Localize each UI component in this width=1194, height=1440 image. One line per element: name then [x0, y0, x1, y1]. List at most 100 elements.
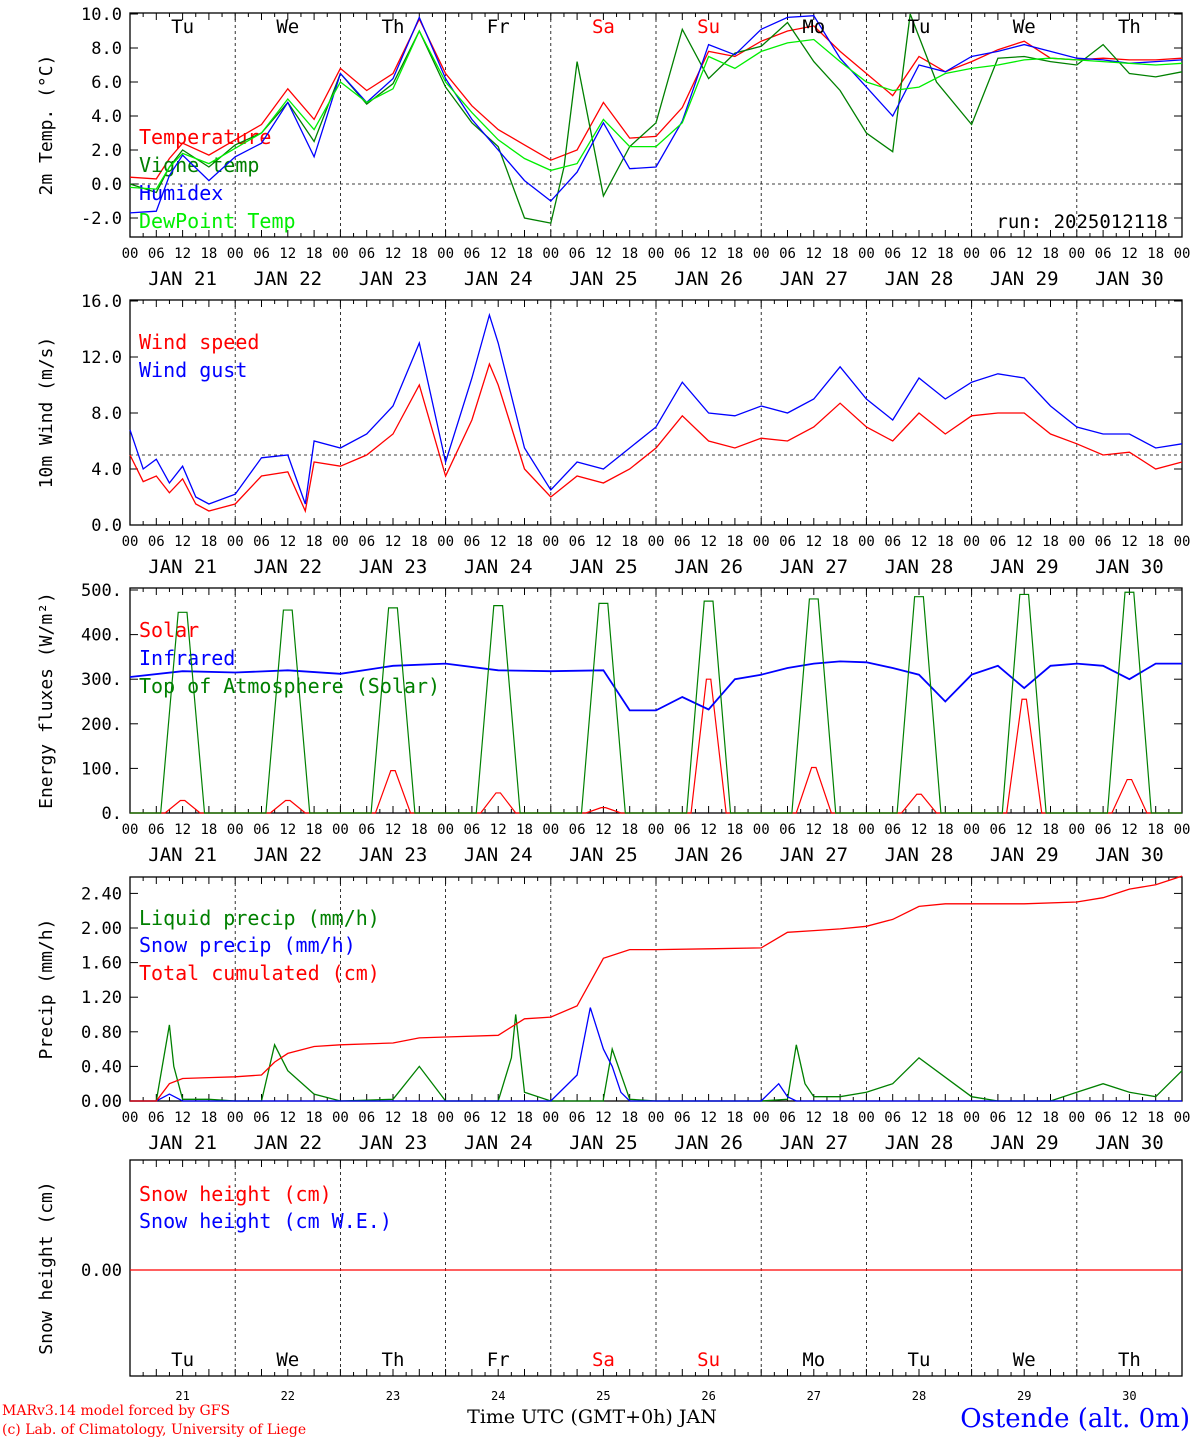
date-label: JAN 28	[885, 268, 954, 290]
hour-tick-label: 12	[595, 1110, 612, 1126]
hour-tick-label: 18	[306, 534, 323, 550]
hour-tick-label: 06	[779, 534, 796, 550]
y-axis-label: Snow height (cm)	[36, 1181, 57, 1354]
hour-tick-label: 12	[1121, 822, 1138, 838]
legend-entry: Wind gust	[139, 358, 247, 382]
date-label: JAN 23	[359, 556, 428, 578]
hour-tick-label: 12	[911, 1110, 928, 1126]
hour-tick-label: 12	[700, 534, 717, 550]
hour-tick-label: 00	[332, 246, 349, 262]
hour-tick-label: 00	[122, 822, 139, 838]
hour-tick-label: 18	[621, 822, 638, 838]
hour-tick-label: 00	[122, 246, 139, 262]
y-tick-label: 12.0	[81, 348, 122, 368]
hour-tick-label: 18	[726, 1110, 743, 1126]
weekday-label: We	[1013, 16, 1036, 38]
hour-tick-label: 00	[227, 822, 244, 838]
hour-tick-label: 06	[779, 1110, 796, 1126]
hour-tick-label: 18	[726, 822, 743, 838]
hour-tick-label: 00	[1174, 246, 1191, 262]
hour-tick-label: 18	[937, 246, 954, 262]
day-number: 22	[281, 1389, 295, 1403]
day-number: 28	[912, 1389, 926, 1403]
hour-tick-label: 00	[1068, 246, 1085, 262]
hour-tick-label: 06	[884, 1110, 901, 1126]
weekday-label: Sa	[592, 16, 615, 38]
legend-entry: Infrared	[139, 646, 235, 670]
hour-tick-label: 00	[1068, 1110, 1085, 1126]
hour-tick-label: 06	[989, 246, 1006, 262]
hour-tick-label: 18	[200, 246, 217, 262]
legend-entry: Vigne temp	[139, 153, 259, 177]
legend-entry: Total cumulated (cm)	[139, 961, 380, 985]
hour-tick-label: 18	[937, 1110, 954, 1126]
weekday-label: Sa	[592, 1349, 615, 1371]
legend-entry: Wind speed	[139, 330, 259, 354]
hour-tick-label: 00	[542, 246, 559, 262]
hour-tick-label: 18	[1042, 534, 1059, 550]
hour-tick-label: 12	[911, 822, 928, 838]
y-axis-label: 10m Wind (m/s)	[36, 337, 57, 489]
panel-frame	[129, 587, 1183, 814]
hour-tick-label: 06	[569, 1110, 586, 1126]
date-label: JAN 23	[359, 268, 428, 290]
hour-tick-label: 18	[306, 822, 323, 838]
hour-tick-label: 00	[753, 822, 770, 838]
hour-tick-label: 06	[779, 822, 796, 838]
weekday-label: Th	[382, 16, 405, 38]
date-label: JAN 22	[253, 844, 322, 866]
date-label: JAN 24	[464, 268, 533, 290]
date-label: JAN 22	[253, 268, 322, 290]
hour-tick-label: 12	[1121, 534, 1138, 550]
hour-tick-label: 06	[358, 1110, 375, 1126]
run-label: run: 2025012118	[996, 211, 1168, 233]
hour-tick-label: 06	[674, 246, 691, 262]
hour-tick-label: 06	[253, 1110, 270, 1126]
y-tick-label: 2.40	[81, 884, 122, 904]
hour-tick-label: 18	[937, 534, 954, 550]
weekday-label: Th	[1118, 1349, 1141, 1371]
hour-tick-label: 00	[963, 1110, 980, 1126]
series-line	[129, 17, 1183, 180]
y-tick-label: 16.0	[81, 292, 122, 312]
hour-tick-label: 00	[1068, 822, 1085, 838]
y-tick-label: 10.0	[81, 5, 122, 25]
legend-entry: Liquid precip (mm/h)	[139, 906, 380, 930]
y-tick-label: 8.0	[91, 404, 122, 424]
hour-tick-label: 18	[832, 1110, 849, 1126]
hour-tick-label: 12	[595, 822, 612, 838]
hour-tick-label: 00	[858, 246, 875, 262]
y-tick-label: 0.	[102, 804, 122, 824]
date-label: JAN 26	[674, 844, 743, 866]
weekday-label: We	[276, 1349, 299, 1371]
hour-tick-label: 18	[726, 534, 743, 550]
weekday-label: Su	[697, 16, 720, 38]
y-tick-label: 0.80	[81, 1023, 122, 1043]
hour-tick-label: 12	[805, 534, 822, 550]
date-label: JAN 27	[779, 844, 848, 866]
y-tick-label: 0.0	[91, 516, 122, 536]
hour-tick-label: 18	[621, 246, 638, 262]
y-tick-label: 0.0	[91, 175, 122, 195]
date-label: JAN 29	[990, 268, 1059, 290]
hour-tick-label: 06	[463, 1110, 480, 1126]
hour-tick-label: 18	[411, 1110, 428, 1126]
legend-entry: Temperature	[139, 125, 271, 149]
hour-tick-label: 18	[832, 534, 849, 550]
date-label: JAN 25	[569, 268, 638, 290]
hour-tick-label: 18	[621, 534, 638, 550]
hour-tick-label: 12	[174, 534, 191, 550]
hour-tick-label: 06	[989, 1110, 1006, 1126]
hour-tick-label: 00	[753, 1110, 770, 1126]
date-label: JAN 23	[359, 1132, 428, 1154]
y-tick-label: 2.00	[81, 919, 122, 939]
weekday-label: We	[276, 16, 299, 38]
hour-tick-label: 12	[279, 822, 296, 838]
weekday-label: Mo	[802, 1349, 825, 1371]
hour-tick-label: 18	[516, 246, 533, 262]
hour-tick-label: 06	[1095, 1110, 1112, 1126]
hour-tick-label: 00	[753, 246, 770, 262]
y-axis-label: Precip (mm/h)	[36, 919, 57, 1060]
hour-tick-label: 06	[989, 822, 1006, 838]
